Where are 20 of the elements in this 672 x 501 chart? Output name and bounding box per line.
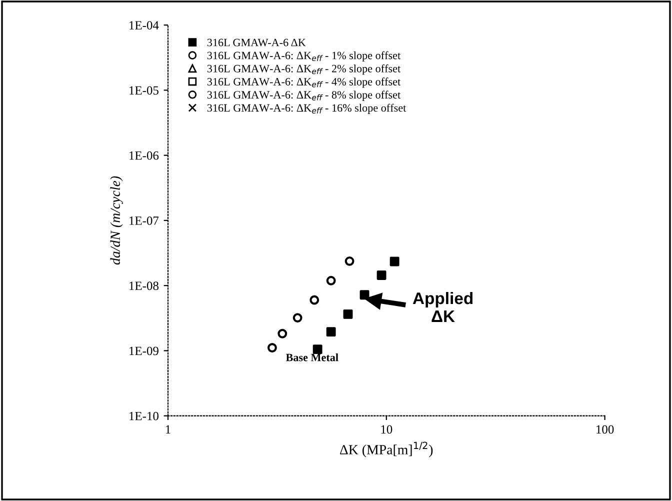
x-tick-label: 10 [381, 425, 392, 434]
x-axis-title: ΔK (MPa[m]$^{1/2}$) [340, 442, 433, 458]
legend-label: 316L GMAW-A-6: ΔK$_{eff}$ - 1% slope offset [207, 51, 401, 62]
y-tick-label: 1E-07 [130, 216, 159, 225]
y-tick-label: 1E-10 [130, 412, 158, 420]
x-tick-label: 1 [166, 425, 170, 434]
y-tick-label: 1E-05 [130, 86, 158, 95]
y-tick-label: 1E-08 [130, 282, 158, 290]
annotation: Base Metal [286, 353, 338, 362]
annotation: Applied ΔK [412, 292, 472, 322]
legend-label: 316L GMAW-A-6: ΔK$_{eff}$ - 4% slope offset [207, 78, 401, 88]
legend-label: 316L GMAW-A-6: ΔK$_{eff}$ - 16% slope offset [207, 104, 406, 114]
y-tick-label: 1E-04 [130, 21, 159, 30]
y-tick-label: 1E-09 [130, 346, 158, 356]
legend-label: 316L GMAW-A-6 ΔK [207, 38, 306, 46]
legend-label: 316L GMAW-A-6: ΔK$_{eff}$ - 2% slope offset [207, 64, 401, 75]
y-tick-label: 1E-06 [130, 151, 159, 160]
x-tick-label: 100 [596, 425, 614, 434]
y-axis-title: da/dN (m/cycle) [110, 176, 123, 265]
legend-label: 316L GMAW-A-6: ΔK$_{eff}$ - 8% slope offset [207, 90, 401, 101]
